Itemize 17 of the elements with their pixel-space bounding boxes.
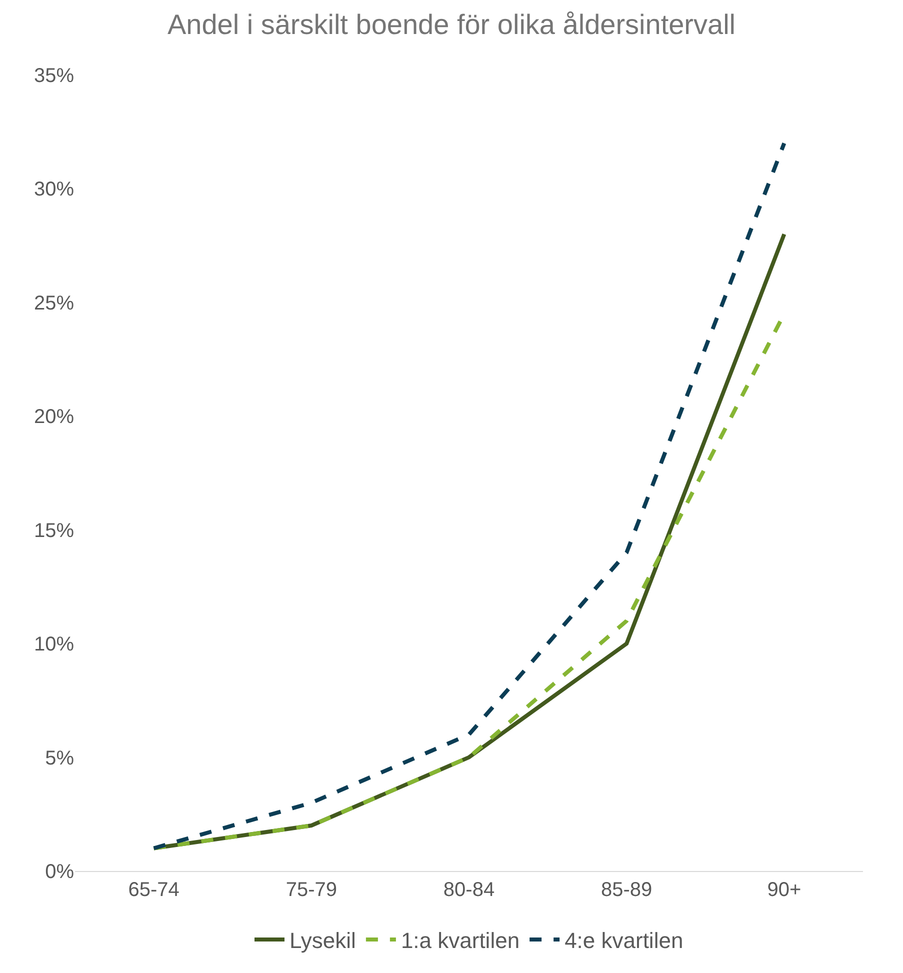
legend-label: 1:a kvartilen xyxy=(400,928,520,954)
x-tick-label: 80-84 xyxy=(443,879,495,901)
y-tick-label: 20% xyxy=(34,406,74,428)
y-tick-label: 25% xyxy=(34,292,74,314)
x-tick-label: 90+ xyxy=(767,879,802,901)
y-tick-label: 0% xyxy=(45,861,74,883)
chart-title: Andel i särskilt boende för olika åldersintervall xyxy=(167,9,736,40)
x-tick-label: 75-79 xyxy=(286,879,337,901)
legend-label: 4:e kvartilen xyxy=(564,928,684,954)
y-tick-label: 35% xyxy=(34,65,74,87)
y-tick-label: 5% xyxy=(45,747,74,770)
y-tick-label: 30% xyxy=(34,178,74,201)
legend-label: Lysekil xyxy=(290,928,356,954)
y-tick-label: 15% xyxy=(34,520,74,542)
y-tick-label: 10% xyxy=(34,634,74,656)
x-tick-label: 85-89 xyxy=(601,879,652,901)
x-tick-label: 65-74 xyxy=(128,879,180,901)
